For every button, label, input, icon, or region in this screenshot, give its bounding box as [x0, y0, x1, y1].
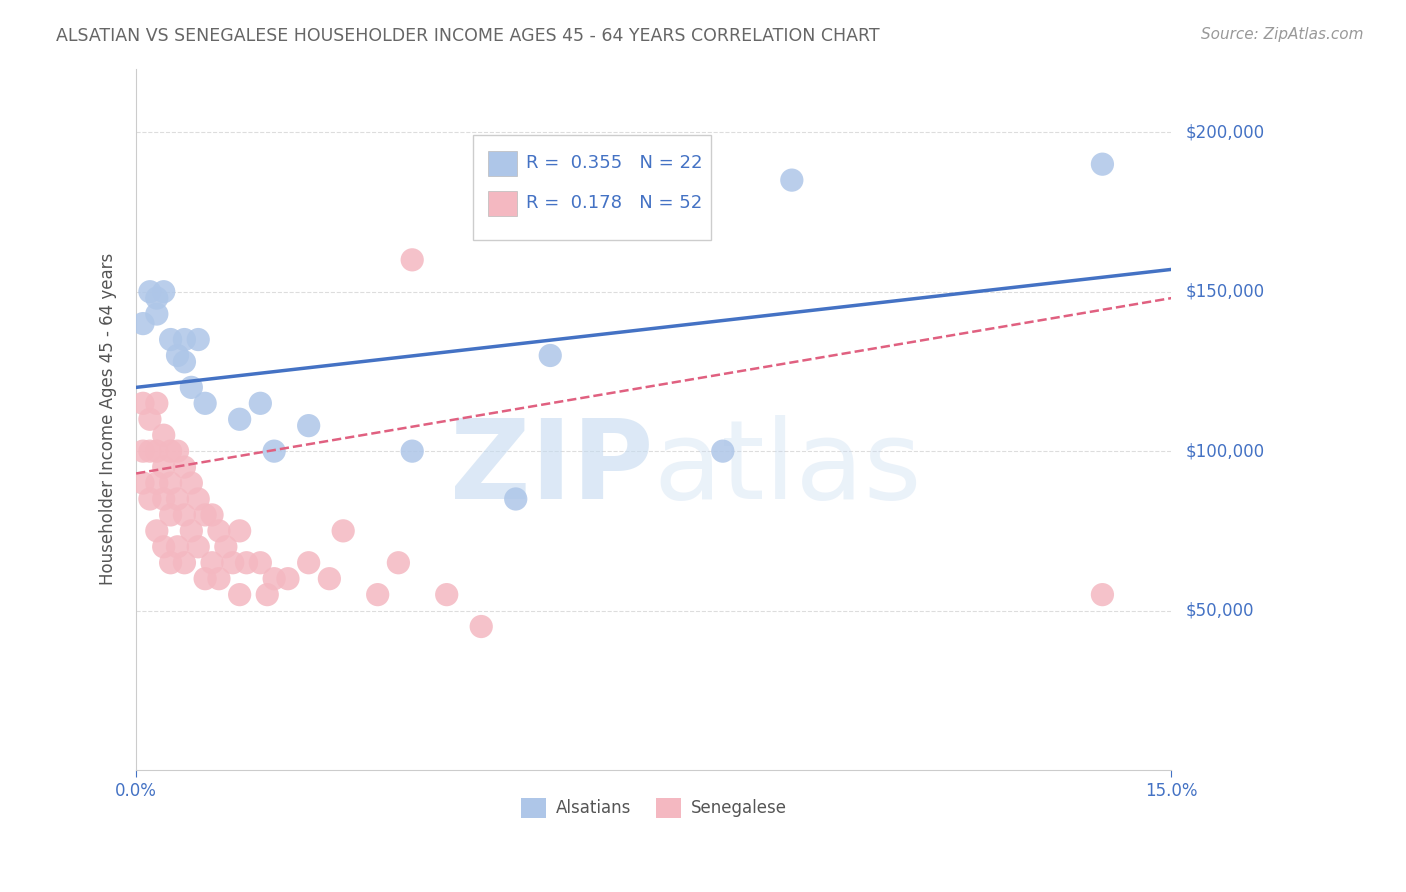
Point: [180, 524, 202, 538]
Point: [159, 556, 181, 570]
FancyBboxPatch shape: [488, 191, 517, 216]
Text: $200,000: $200,000: [1185, 123, 1264, 141]
FancyBboxPatch shape: [488, 151, 517, 176]
Point: [139, 412, 162, 426]
Point: [387, 556, 409, 570]
Point: [263, 572, 285, 586]
Point: [132, 444, 155, 458]
Point: [173, 460, 195, 475]
Point: [146, 444, 169, 458]
Point: [180, 476, 202, 491]
Point: [187, 491, 209, 506]
Point: [152, 428, 174, 442]
Text: ALSATIAN VS SENEGALESE HOUSEHOLDER INCOME AGES 45 - 64 YEARS CORRELATION CHART: ALSATIAN VS SENEGALESE HOUSEHOLDER INCOM…: [56, 27, 880, 45]
FancyBboxPatch shape: [472, 136, 710, 240]
Text: atlas: atlas: [654, 415, 922, 522]
Point: [318, 572, 340, 586]
Point: [401, 444, 423, 458]
Point: [194, 508, 217, 522]
Point: [139, 285, 162, 299]
Point: [367, 588, 389, 602]
Point: [159, 333, 181, 347]
Point: [1091, 588, 1114, 602]
Point: [256, 588, 278, 602]
Point: [146, 524, 169, 538]
Text: R =  0.355   N = 22: R = 0.355 N = 22: [526, 154, 703, 172]
Point: [166, 540, 188, 554]
Point: [332, 524, 354, 538]
Point: [139, 491, 162, 506]
Point: [263, 444, 285, 458]
Point: [277, 572, 299, 586]
Point: [298, 418, 321, 433]
Point: [298, 556, 321, 570]
Point: [780, 173, 803, 187]
Point: [215, 540, 238, 554]
Point: [139, 444, 162, 458]
Point: [152, 491, 174, 506]
Legend: Alsatians, Senegalese: Alsatians, Senegalese: [515, 791, 793, 825]
Point: [132, 396, 155, 410]
Point: [152, 285, 174, 299]
Point: [208, 524, 231, 538]
Point: [1091, 157, 1114, 171]
Point: [159, 508, 181, 522]
Point: [173, 333, 195, 347]
Point: [146, 476, 169, 491]
Point: [187, 333, 209, 347]
Text: Source: ZipAtlas.com: Source: ZipAtlas.com: [1201, 27, 1364, 42]
Point: [166, 444, 188, 458]
Text: $50,000: $50,000: [1185, 601, 1254, 620]
Point: [173, 508, 195, 522]
Point: [208, 572, 231, 586]
Point: [194, 396, 217, 410]
Point: [228, 524, 250, 538]
Point: [173, 556, 195, 570]
Point: [180, 380, 202, 394]
Point: [194, 572, 217, 586]
Point: [173, 355, 195, 369]
Point: [187, 540, 209, 554]
Point: [201, 508, 224, 522]
Point: [152, 540, 174, 554]
Point: [249, 556, 271, 570]
Point: [505, 491, 527, 506]
Point: [146, 307, 169, 321]
Point: [470, 619, 492, 633]
Point: [146, 396, 169, 410]
Point: [166, 491, 188, 506]
Point: [401, 252, 423, 267]
Point: [201, 556, 224, 570]
Point: [228, 588, 250, 602]
Point: [132, 476, 155, 491]
Y-axis label: Householder Income Ages 45 - 64 years: Householder Income Ages 45 - 64 years: [100, 253, 117, 585]
Point: [436, 588, 458, 602]
Point: [538, 349, 561, 363]
Text: $100,000: $100,000: [1185, 442, 1264, 460]
Point: [159, 476, 181, 491]
Point: [228, 412, 250, 426]
Point: [235, 556, 257, 570]
Point: [146, 291, 169, 305]
Text: ZIP: ZIP: [450, 415, 654, 522]
Text: $150,000: $150,000: [1185, 283, 1264, 301]
Text: R =  0.178   N = 52: R = 0.178 N = 52: [526, 194, 703, 212]
Point: [249, 396, 271, 410]
Point: [152, 460, 174, 475]
Point: [166, 349, 188, 363]
Point: [159, 444, 181, 458]
Point: [222, 556, 245, 570]
Point: [132, 317, 155, 331]
Point: [711, 444, 734, 458]
